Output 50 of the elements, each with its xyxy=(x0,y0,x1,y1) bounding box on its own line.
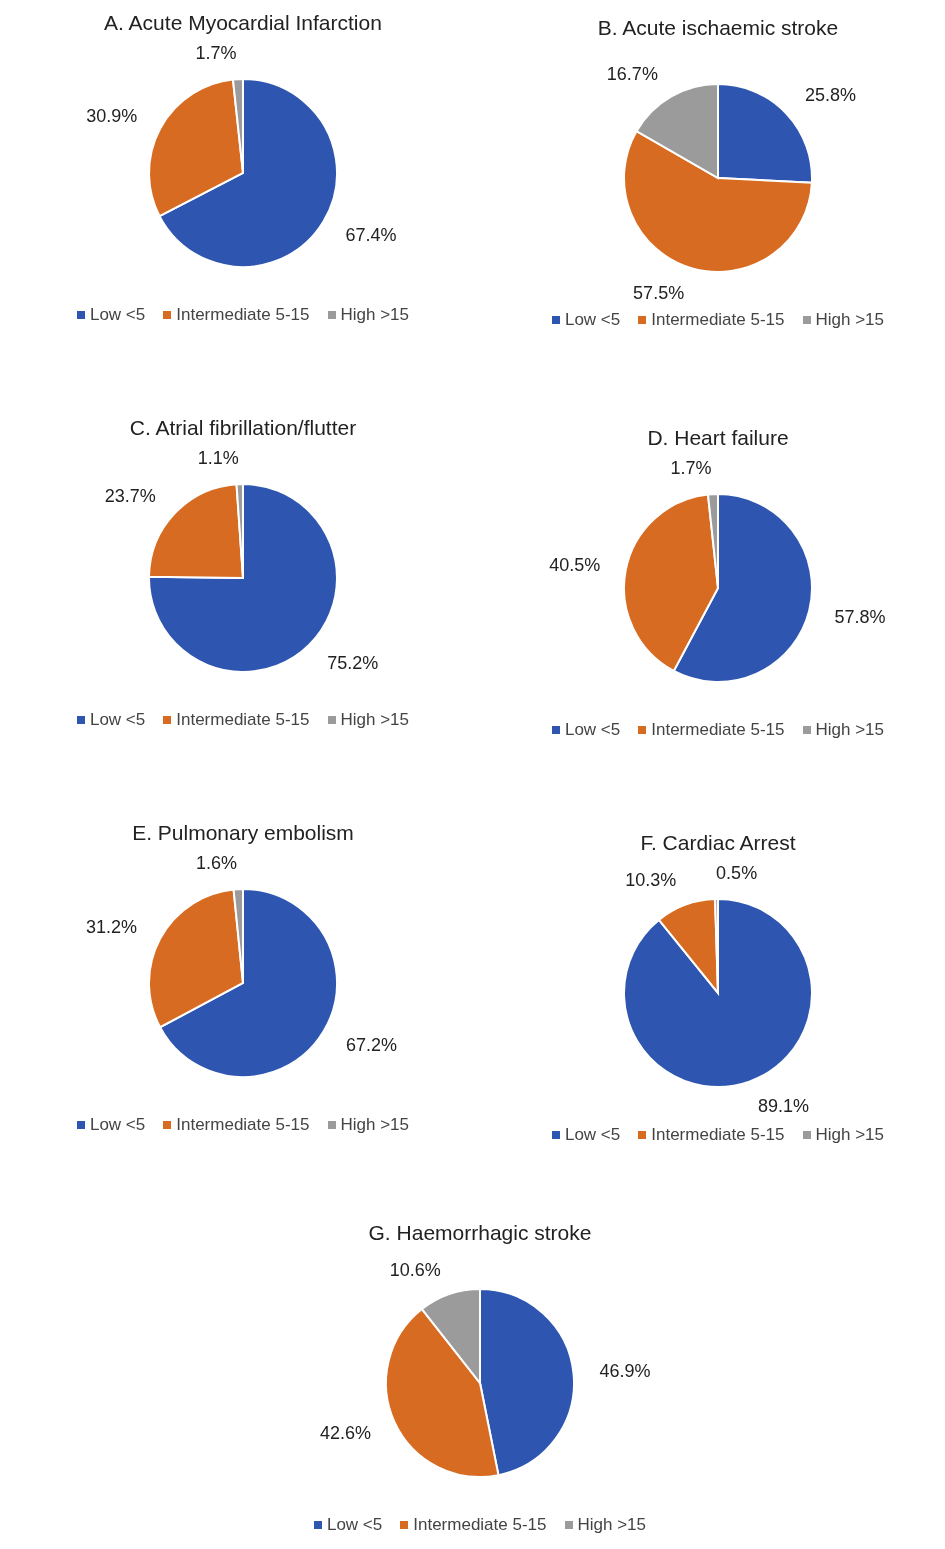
legend-label: Low <5 xyxy=(88,305,146,325)
data-label: 30.9% xyxy=(86,106,138,127)
chart-title: F. Cardiac Arrest xyxy=(639,830,797,856)
data-label: 57.8% xyxy=(834,607,886,628)
legend-label: Low <5 xyxy=(563,1125,621,1145)
legend-label: High >15 xyxy=(576,1515,647,1535)
data-label: 40.5% xyxy=(549,555,601,576)
data-label: 16.7% xyxy=(606,64,658,85)
pie-slice xyxy=(623,898,813,1088)
data-label: 10.6% xyxy=(389,1259,441,1280)
data-label: 1.7% xyxy=(195,43,237,64)
legend-label: Intermediate 5-15 xyxy=(175,1115,310,1135)
legend-label: High >15 xyxy=(814,310,885,330)
data-label: 89.1% xyxy=(757,1096,810,1117)
data-label: 1.6% xyxy=(195,853,237,874)
legend-label: Low <5 xyxy=(88,710,146,730)
data-label: 25.8% xyxy=(804,85,857,106)
legend-label: High >15 xyxy=(339,710,410,730)
chart-title: A. Acute Myocardial Infarction xyxy=(103,10,383,36)
data-label: 75.2% xyxy=(327,653,379,674)
legend-label: Low <5 xyxy=(563,720,621,740)
data-label: 42.6% xyxy=(319,1423,371,1444)
legend-label: High >15 xyxy=(814,720,885,740)
data-label: 23.7% xyxy=(104,485,156,506)
data-label: 46.9% xyxy=(599,1361,651,1382)
data-label: 57.5% xyxy=(633,283,685,304)
legend-label: Intermediate 5-15 xyxy=(175,710,310,730)
legend-label: High >15 xyxy=(339,305,410,325)
legend-label: High >15 xyxy=(339,1115,410,1135)
data-label: 0.5% xyxy=(716,863,758,884)
legend-label: Intermediate 5-15 xyxy=(175,305,310,325)
legend-label: Intermediate 5-15 xyxy=(412,1515,547,1535)
chart-title: B. Acute ischaemic stroke xyxy=(596,15,840,41)
legend-label: Low <5 xyxy=(325,1515,383,1535)
legend-label: Intermediate 5-15 xyxy=(650,1125,785,1145)
data-label: 1.7% xyxy=(670,458,712,479)
legend-label: Low <5 xyxy=(88,1115,146,1135)
legend-label: High >15 xyxy=(814,1125,885,1145)
chart-title: E. Pulmonary embolism xyxy=(131,820,355,846)
chart-title: D. Heart failure xyxy=(646,425,790,451)
legend-label: Intermediate 5-15 xyxy=(650,310,785,330)
legend-label: Intermediate 5-15 xyxy=(650,720,785,740)
chart-title: C. Atrial fibrillation/flutter xyxy=(128,415,358,441)
data-label: 67.2% xyxy=(345,1034,397,1055)
chart-title: G. Haemorrhagic stroke xyxy=(367,1220,593,1246)
data-label: 1.1% xyxy=(197,448,239,469)
data-label: 10.3% xyxy=(625,870,677,891)
data-label: 67.4% xyxy=(345,225,397,246)
data-label: 31.2% xyxy=(86,916,138,937)
legend-label: Low <5 xyxy=(563,310,621,330)
